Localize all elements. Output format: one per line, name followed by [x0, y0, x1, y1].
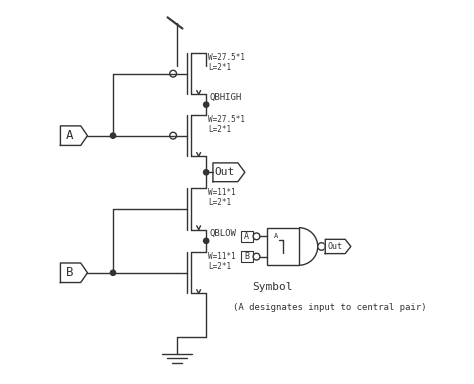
Bar	[241, 251, 253, 262]
Circle shape	[318, 243, 325, 250]
Text: A: A	[244, 232, 249, 241]
Circle shape	[170, 132, 176, 139]
Circle shape	[110, 270, 116, 275]
Circle shape	[203, 102, 209, 107]
Text: B: B	[244, 252, 249, 261]
Polygon shape	[60, 263, 88, 283]
Text: Out: Out	[328, 242, 343, 251]
Bar	[241, 231, 253, 242]
Circle shape	[203, 238, 209, 243]
Bar	[267, 228, 299, 265]
Polygon shape	[213, 163, 245, 182]
Circle shape	[203, 170, 209, 175]
Text: A: A	[66, 129, 73, 142]
Text: W=27.5*1
L=2*1: W=27.5*1 L=2*1	[208, 53, 245, 72]
Polygon shape	[60, 126, 88, 146]
Circle shape	[253, 253, 260, 260]
Polygon shape	[325, 239, 351, 253]
Circle shape	[110, 133, 116, 138]
Text: (A designates input to central pair): (A designates input to central pair)	[233, 303, 427, 312]
Circle shape	[170, 70, 176, 77]
Circle shape	[253, 233, 260, 240]
Text: Symbol: Symbol	[252, 282, 292, 292]
Text: Out: Out	[215, 167, 235, 177]
Text: W=27.5*1
L=2*1: W=27.5*1 L=2*1	[208, 115, 245, 134]
Text: W=11*1
L=2*1: W=11*1 L=2*1	[208, 188, 236, 207]
Text: B: B	[66, 266, 73, 279]
Text: QBLOW: QBLOW	[209, 229, 236, 238]
Text: QBHIGH: QBHIGH	[209, 93, 241, 102]
Text: W=11*1
L=2*1: W=11*1 L=2*1	[208, 252, 236, 271]
Text: A: A	[274, 233, 278, 239]
